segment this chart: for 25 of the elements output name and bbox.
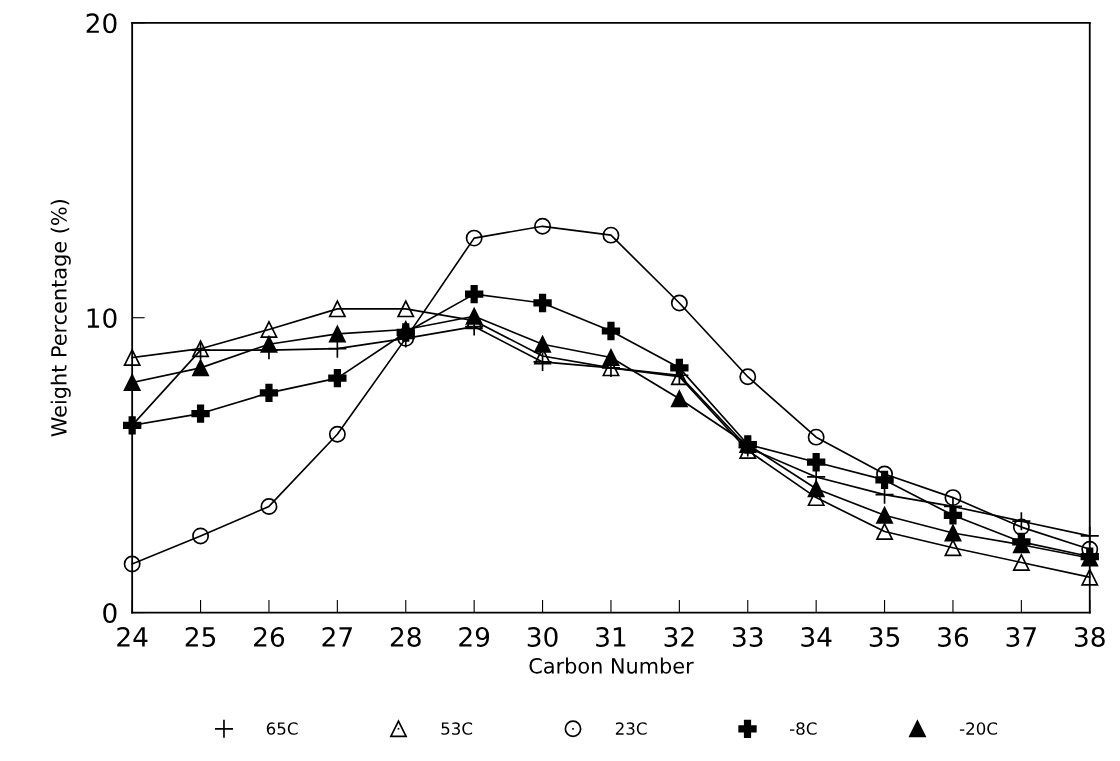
x-tick-label: 34 xyxy=(801,626,832,647)
x-tick-label: 26 xyxy=(254,626,285,647)
x-tick-label: 27 xyxy=(322,626,352,647)
x-tick-label: 37 xyxy=(1006,626,1036,647)
x-tick-label: 33 xyxy=(732,626,763,647)
legend-label: 53C xyxy=(441,722,473,735)
x-tick-label: 28 xyxy=(390,626,421,647)
legend-label: -8C xyxy=(789,722,817,735)
x-tick-label: 29 xyxy=(459,626,490,647)
legend-label: 23C xyxy=(615,722,647,735)
x-tick-label: 24 xyxy=(117,626,148,647)
legend-label: 65C xyxy=(266,722,298,735)
legend-label: -20C xyxy=(959,722,998,735)
x-tick-label: 35 xyxy=(869,626,900,647)
y-tick-label: 0 xyxy=(103,603,117,624)
x-tick-label: 36 xyxy=(938,626,969,647)
y-tick-label: 10 xyxy=(87,308,117,329)
x-axis-title: Carbon Number xyxy=(529,657,694,674)
y-tick-label: 20 xyxy=(86,13,117,34)
x-tick-label: 38 xyxy=(1074,626,1105,647)
y-axis-title: Weight Percentage (%) xyxy=(50,199,71,437)
x-tick-label: 31 xyxy=(596,626,626,647)
x-tick-label: 30 xyxy=(527,626,558,647)
x-tick-label: 25 xyxy=(185,626,216,647)
x-tick-label: 32 xyxy=(664,626,694,647)
